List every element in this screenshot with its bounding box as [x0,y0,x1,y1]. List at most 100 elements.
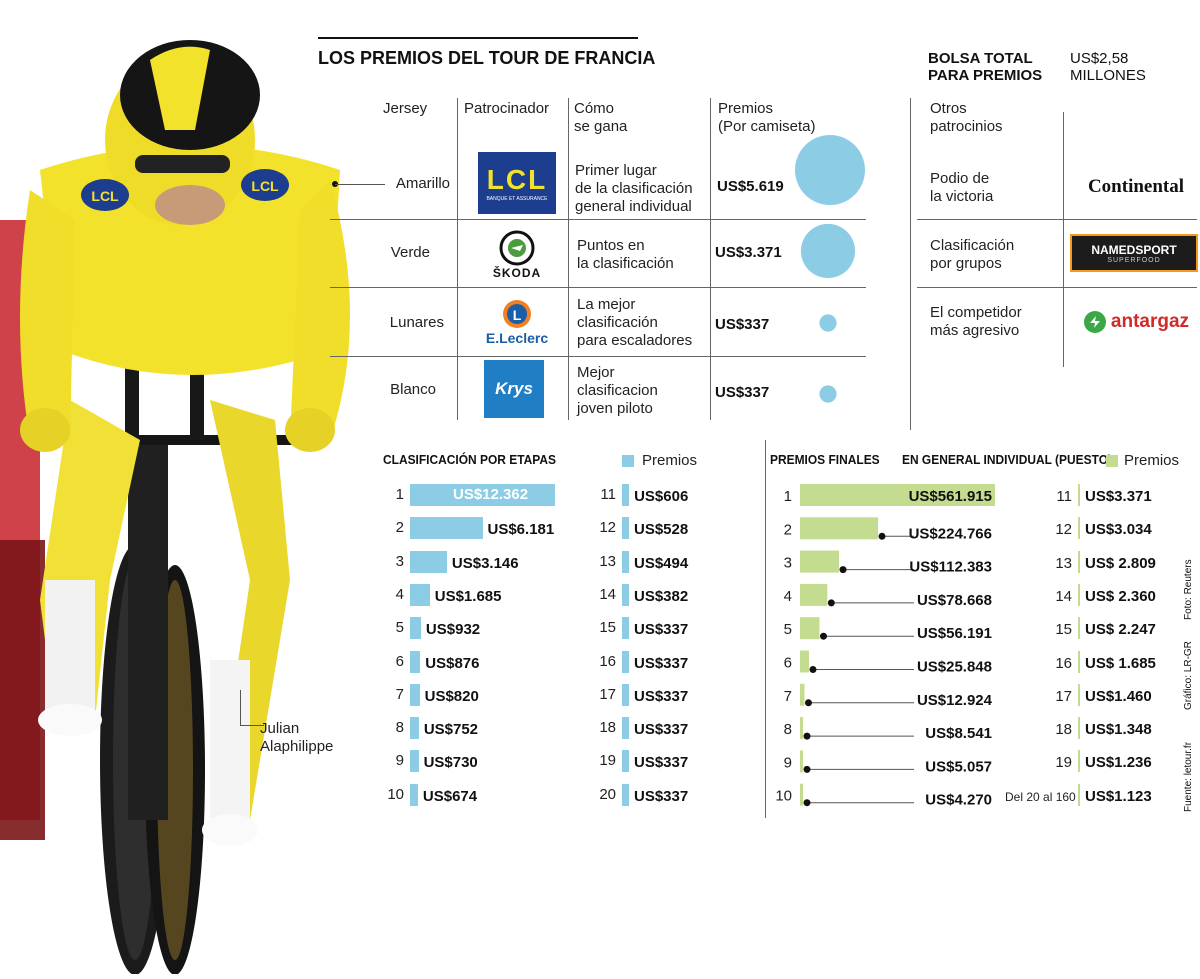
chart1-bar [622,750,629,773]
otros-header: Otros patrocinios [930,100,1003,136]
chart2-bar [800,550,839,573]
chart1-value-label: US$820 [424,687,479,705]
chart2-category: 4 [784,588,792,605]
chart2-category: 1 [784,488,792,505]
col-sep-1 [457,98,458,420]
how-blanco-3: joven piloto [577,400,653,417]
chart2-bar [1078,583,1080,606]
chart2-right-list: 11 US$3.371 12 US$3.034 13 US$ 2.809 14 US$ 2.3… [1005,480,1180,820]
bolsa-value: US$2,58 MILLONES [1070,50,1146,84]
bolsa-value-2: MILLONES [1070,67,1146,84]
chart2-bar [1078,750,1080,773]
chart1-value-label: US$12.362 [453,486,529,503]
chart2-value-label: US$5.057 [925,758,992,775]
otros-header-1: Otros [930,100,967,117]
chart1-value-label: US$730 [423,754,478,772]
continental-logo-text: Continental [1087,176,1185,197]
chart2-subtitle: EN GENERAL INDIVIDUAL (PUESTO) [902,452,1112,467]
chart1-bar [622,717,629,740]
chart2-leader-dot [809,666,817,673]
how-amarillo-3: general individual [575,198,692,215]
chart1-category: 9 [395,752,404,770]
chart2-value-label: US$8.541 [925,725,992,742]
otros-grupos-2: por grupos [930,255,1002,272]
antargaz-logo-text: antargaz [1110,311,1190,332]
lcl-logo-text: LCL [486,164,548,195]
how-verde-1: Puntos en [577,237,645,254]
chart2-category: 6 [784,655,792,672]
bolsa-value-1: US$2,58 [1070,50,1129,67]
prize-verde: US$3.371 [715,244,782,261]
otros-sep-1 [917,219,1197,220]
chart1-value-label: US$6.181 [487,521,555,539]
chart1-legend: Premios [642,452,698,469]
chart1-category: 12 [599,519,616,537]
photo-caption-pointer [240,725,264,726]
chart2-bar [1078,683,1080,706]
chart2-value-label: US$ 2.247 [1085,621,1156,639]
hdr-premios-2: (Por camiseta) [718,118,816,135]
chart2-category: 5 [784,621,792,638]
page-title: LOS PREMIOS DEL TOUR DE FRANCIA [318,48,656,68]
chart2-category: 17 [1055,687,1072,705]
chart2-bar [800,484,995,506]
how-lunares-1: La mejor [577,296,636,313]
amarillo-pointer-line [335,184,385,185]
chart2-bar [800,517,878,540]
chart2-extra-value: US$1.123 [1085,787,1152,805]
chart1: 1 US$12.362 2 US$6.181 3 US$3.146 4 US$1.685 5 US… [380,480,720,820]
hdr-jersey: Jersey [383,100,428,117]
namedsport-logo-text: NAMEDSPORT [1091,242,1177,257]
how-blanco-2: clasificacion [577,382,658,399]
chart1-bar [410,517,483,540]
antargaz-emblem-icon [1083,311,1106,333]
prize-blanco: US$337 [715,384,770,401]
chart2-leader-dot [839,566,847,574]
chart2-category: 7 [784,688,792,705]
chart2-category: 19 [1055,754,1072,772]
skoda-logo: ŠKODA [478,225,556,285]
otros-podio: Podio de la victoria [930,170,993,206]
krys-logo: Krys [484,360,544,418]
chart1-bar [410,550,447,573]
chart2-bar [800,683,805,706]
leclerc-emblem-icon: L [503,300,531,328]
how-lunares: La mejor clasificación para escaladores [577,296,692,350]
chart1-bar [622,484,630,506]
chart2-value-label: US$12.924 [917,692,993,709]
prize-circle-lunares [819,314,837,332]
krys-logo-text: Krys [495,379,533,398]
credit-grafico: Gráfico: LR-GR [1183,641,1194,710]
chart1-category: 5 [395,619,404,637]
lcl-logo: LCL BANQUE ET ASSURANCE [478,152,556,214]
chart1-bar [410,717,419,740]
chart2-category: 3 [784,555,792,572]
chart2-category: 10 [775,788,792,805]
chart1-value-label: US$494 [634,554,689,572]
otros-agresivo-1: El competidor [930,304,1022,321]
chart1-category: 14 [599,585,616,603]
chart2-bar [800,617,820,640]
otros-header-2: patrocinios [930,118,1003,135]
title-rule [318,37,638,39]
chart2-leader-dot [803,732,811,740]
chart1-category: 4 [395,585,404,603]
chart2-title: PREMIOS FINALES [770,452,880,467]
chart1-value-label: US$337 [634,754,689,772]
chart1-bar [622,617,629,640]
prize-circle-amarillo [795,135,865,205]
otros-podio-1: Podio de [930,170,990,187]
rider-jersey-logo-left: LCL [91,188,119,204]
chart1-bar [622,550,629,573]
chart1-category: 2 [395,519,404,537]
chart2-category: 2 [784,521,792,538]
chart1-bar [622,783,629,806]
chart1-bar [410,783,418,806]
chart2-bar [800,783,803,806]
hdr-patrocinador: Patrocinador [464,100,550,117]
col-sep-3 [710,98,711,420]
rider-illustration: LCL LCL [0,40,350,975]
chart1-value-label: US$337 [634,787,689,805]
chart1-bar [622,517,629,540]
chart2-category: 8 [784,721,792,738]
